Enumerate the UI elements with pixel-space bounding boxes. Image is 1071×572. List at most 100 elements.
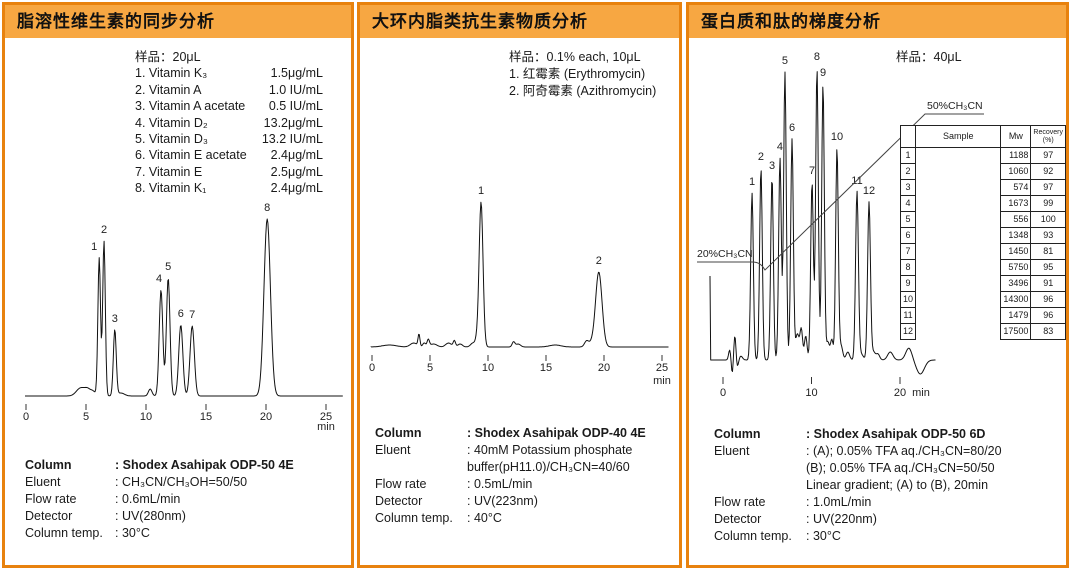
condition-row: Eluent: CH₃CN/CH₃OH=50/50 bbox=[25, 474, 294, 491]
condition-row: Column: Shodex Asahipak ODP-40 4E bbox=[375, 425, 646, 442]
table-cell-no: 11 bbox=[899, 307, 917, 324]
sample-item-concentration: 0.5 IU/mL bbox=[268, 99, 323, 114]
condition-label: Detector bbox=[375, 494, 423, 508]
sample-heading: 样品：40μL bbox=[896, 50, 962, 64]
sample-item: 4. Vitamin D₂ 13.2μg/mL bbox=[135, 115, 323, 131]
x-axis-tick-label: 15 bbox=[540, 362, 552, 374]
table-cell-mw: 17500 bbox=[1000, 323, 1032, 340]
sample-item-text: 8. Vitamin K₁ bbox=[135, 181, 207, 196]
panel-macrolide-antibiotics: 0 5 10 15 20 25 min 1 2 大环内脂类抗生素物质分析 样品：0.1% eac… bbox=[357, 2, 682, 568]
condition-label: Column bbox=[375, 426, 422, 440]
condition-row: Detector: UV(280nm) bbox=[25, 508, 294, 525]
condition-value: : 40°C bbox=[467, 511, 502, 525]
table-cell-mw: 1479 bbox=[1000, 307, 1032, 324]
x-axis-tick-label: 0 bbox=[369, 362, 375, 374]
sample-item-text: 2. Vitamin A bbox=[135, 82, 202, 97]
analysis-conditions: Column: Shodex Asahipak ODP-40 4E Eluent:… bbox=[375, 425, 646, 527]
table-cell-rec: 83 bbox=[1030, 323, 1066, 340]
condition-row: Eluent: (A); 0.05% TFA aq./CH₃CN=80/20 (B… bbox=[714, 443, 1002, 494]
table-cell-rec: 99 bbox=[1030, 195, 1066, 212]
condition-value: : 1.0mL/min bbox=[806, 495, 872, 509]
table-cell-rec: 96 bbox=[1030, 307, 1066, 324]
sample-info: 样品：40μL bbox=[896, 49, 962, 65]
peak-label: 6 bbox=[789, 122, 795, 134]
x-axis-tick-label: 5 bbox=[83, 411, 89, 423]
table-row: 10Lysozyme1430096 bbox=[899, 291, 1066, 308]
condition-label: Eluent bbox=[714, 444, 750, 458]
sample-item-concentration: 13.2 IU/mL bbox=[261, 132, 323, 147]
peak-label: 2 bbox=[101, 224, 107, 236]
x-axis-tick-label: 0 bbox=[23, 411, 29, 423]
table-row: 3Met-Enkephalin57497 bbox=[899, 179, 1066, 196]
sample-item-concentration: 2.4μg/mL bbox=[270, 181, 323, 196]
sample-item-concentration: 1.0 IU/mL bbox=[268, 82, 323, 97]
x-axis-tick-label: 20 bbox=[598, 362, 610, 374]
table-row: 12Myoglobin1750083 bbox=[899, 323, 1066, 340]
condition-value: : UV(280nm) bbox=[115, 509, 186, 523]
x-axis-tick-label: 10 bbox=[805, 387, 817, 399]
table-cell-no: 2 bbox=[899, 163, 917, 180]
peak-label: 8 bbox=[264, 202, 270, 214]
table-cell-no: 12 bbox=[899, 323, 917, 340]
table-cell-no: 1 bbox=[899, 147, 917, 164]
sample-item-text: 3. Vitamin A acetate bbox=[135, 99, 246, 114]
condition-row: Eluent: 40mM Potassium phosphate buffer(p… bbox=[375, 442, 646, 476]
peak-label: 5 bbox=[165, 261, 171, 273]
sample-item-concentration: 2.5μg/mL bbox=[270, 164, 323, 179]
table-cell-mw: 1348 bbox=[1000, 227, 1032, 244]
table-cell-rec: 97 bbox=[1030, 147, 1066, 164]
condition-label: Column bbox=[714, 427, 761, 441]
sample-item-text: 7. Vitamin E bbox=[135, 164, 203, 179]
table-cell-no: 5 bbox=[899, 211, 917, 228]
x-axis-unit-label: min bbox=[912, 387, 930, 399]
sample-item: 5. Vitamin D₃ 13.2 IU/mL bbox=[135, 131, 323, 147]
condition-label: Flow rate bbox=[714, 495, 766, 509]
table-cell-no: 6 bbox=[899, 227, 917, 244]
peak-label: 3 bbox=[769, 160, 775, 172]
chromatogram-trace bbox=[25, 218, 343, 397]
panel-title: 大环内脂类抗生素物质分析 bbox=[372, 12, 588, 31]
condition-value: : UV(220nm) bbox=[806, 512, 877, 526]
condition-value: : 30°C bbox=[115, 526, 150, 540]
condition-label: Flow rate bbox=[25, 492, 77, 506]
sample-item: 2. Vitamin A 1.0 IU/mL bbox=[135, 82, 323, 98]
table-cell-no: 7 bbox=[899, 243, 917, 260]
peak-label: 6 bbox=[178, 308, 184, 320]
condition-label: Flow rate bbox=[375, 477, 427, 491]
condition-row: Column: Shodex Asahipak ODP-50 4E bbox=[25, 457, 294, 474]
sample-item: 7. Vitamin E 2.5μg/mL bbox=[135, 164, 323, 180]
panel-title: 脂溶性维生素的同步分析 bbox=[17, 12, 215, 31]
condition-value: : 30°C bbox=[806, 529, 841, 543]
condition-row: Flow rate : 1.0mL/min bbox=[714, 494, 1002, 511]
table-cell-mw: 574 bbox=[1000, 179, 1032, 196]
peak-label: 5 bbox=[782, 55, 788, 67]
gradient-line bbox=[697, 113, 984, 271]
panel-protein-peptide-gradient: 0 10 20 min 1 2 3 4 5 6 7 8 9 10 11 12 20%CH₃CN 50%CH₃CN … bbox=[686, 2, 1069, 568]
sample-item-list: 1. 红霉素 (Erythromycin) 2. 阿奇霉素 (Azithromyc… bbox=[509, 66, 656, 100]
sample-item-text: 1. 红霉素 (Erythromycin) bbox=[509, 67, 646, 81]
sample-heading: 样品：20μL bbox=[135, 50, 201, 64]
peak-label: 12 bbox=[863, 185, 875, 197]
sample-item: 1. 红霉素 (Erythromycin) bbox=[509, 66, 656, 83]
condition-label: Eluent bbox=[25, 475, 61, 489]
table-cell-no: 3 bbox=[899, 179, 917, 196]
x-axis-tick-label: 25 bbox=[656, 362, 668, 374]
sample-item: 2. 阿奇霉素 (Azithromycin) bbox=[509, 83, 656, 100]
x-axis-tick-label: 20 bbox=[894, 387, 906, 399]
condition-value: : Shodex Asahipak ODP-50 6D bbox=[806, 427, 986, 441]
analysis-conditions: Column : Shodex Asahipak ODP-50 6D Eluent:… bbox=[714, 426, 1002, 545]
peak-label: 7 bbox=[809, 165, 815, 177]
table-cell-rec: 92 bbox=[1030, 163, 1066, 180]
panel-header: 大环内脂类抗生素物质分析 bbox=[360, 5, 679, 38]
x-axis-tick-label: 5 bbox=[427, 362, 433, 374]
sample-info: 样品：20μL 1. Vitamin K₃ 1.5μg/mL 2. Vitamin … bbox=[135, 49, 323, 197]
sample-item-concentration: 1.5μg/mL bbox=[270, 66, 323, 81]
condition-row: Detector: UV(223nm) bbox=[375, 493, 646, 510]
panel-header: 脂溶性维生素的同步分析 bbox=[5, 5, 351, 38]
table-cell-mw: 1188 bbox=[1000, 147, 1032, 164]
condition-row: Column temp.: 30°C bbox=[25, 525, 294, 542]
condition-value: : 0.5mL/min bbox=[467, 477, 533, 491]
